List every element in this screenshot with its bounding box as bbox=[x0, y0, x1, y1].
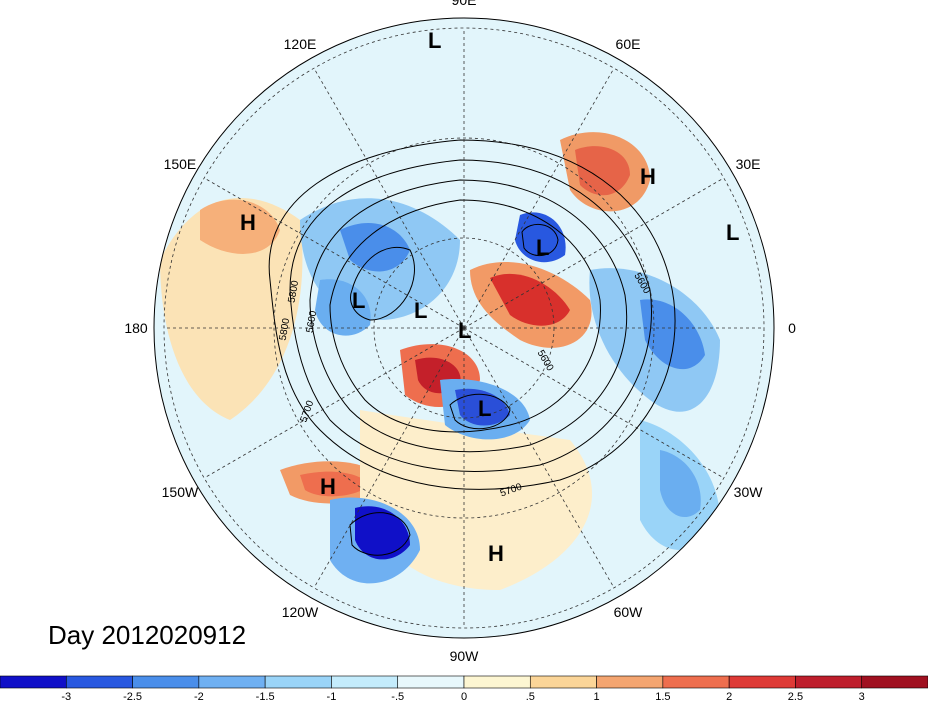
contour-pacific-low bbox=[349, 512, 411, 556]
colorbar-tick-label: .5 bbox=[526, 691, 535, 702]
map-boundary bbox=[153, 17, 775, 639]
anomaly-cold-pacific-core bbox=[355, 506, 410, 560]
colorbar-box bbox=[264, 675, 332, 689]
meridian-line bbox=[203, 327, 465, 479]
anomaly-cold-east-siberia bbox=[315, 279, 371, 336]
colorbar-box bbox=[331, 675, 399, 689]
anomaly-warm-np-core bbox=[300, 471, 370, 497]
colorbar: -3 -2.5 -2 -1.5 -1 -.5 0 .5 1 1.5 2 2.5 3 bbox=[0, 675, 928, 702]
low-marker: L bbox=[726, 220, 739, 245]
anomaly-cold-barents bbox=[515, 212, 566, 263]
anomaly-cold-siberia-core bbox=[340, 222, 410, 272]
colorbar-box bbox=[795, 675, 863, 689]
anomaly-warm-pacific bbox=[160, 197, 303, 420]
colorbar-tick-label: 2.5 bbox=[788, 691, 803, 702]
low-marker: L bbox=[428, 28, 441, 53]
meridian-line bbox=[313, 327, 465, 589]
colorbar-tick-label: -2.5 bbox=[123, 691, 142, 702]
polar-stereographic-map: 90E 60E 30E 0 30W 60W 90W 120W 150W 180 150E 120E L… bbox=[124, 0, 796, 664]
colorbar-box bbox=[728, 675, 796, 689]
colorbar-ticks: -3 -2.5 -2 -1.5 -1 -.5 0 .5 1 1.5 2 2.5 3 bbox=[61, 691, 864, 702]
low-marker: L bbox=[458, 318, 471, 343]
meridian-line bbox=[463, 327, 725, 479]
colorbar-tick-label: 2 bbox=[726, 691, 732, 702]
meridian-line bbox=[463, 177, 725, 329]
meridian-line bbox=[313, 67, 465, 329]
meridian-line bbox=[463, 67, 615, 329]
colorbar-tick-label: -1 bbox=[327, 691, 337, 702]
high-marker: H bbox=[240, 210, 256, 235]
low-marker: L bbox=[536, 235, 549, 260]
contour-label: 5800 bbox=[278, 317, 293, 341]
colorbar-tick-label: -2 bbox=[194, 691, 204, 702]
meridians bbox=[164, 28, 764, 628]
colorbar-tick-label: -3 bbox=[61, 691, 71, 702]
colorbar-box bbox=[132, 675, 200, 689]
colorbar-box bbox=[463, 675, 531, 689]
longitude-label: 30E bbox=[736, 156, 761, 172]
longitude-label: 120E bbox=[284, 36, 317, 52]
low-marker: L bbox=[352, 288, 365, 313]
latitude-circle-30 bbox=[163, 27, 765, 629]
colorbar-box bbox=[662, 675, 730, 689]
anomaly-warm-arctic-core bbox=[490, 273, 570, 326]
colorbar-box bbox=[198, 675, 266, 689]
low-marker: L bbox=[478, 396, 491, 421]
contour-siberia-low bbox=[350, 246, 415, 321]
colorbar-box bbox=[596, 675, 664, 689]
colorbar-tick-label: -1.5 bbox=[256, 691, 275, 702]
longitude-label: 90E bbox=[452, 0, 477, 8]
map-title: Day 2012020912 bbox=[48, 620, 247, 650]
longitude-labels: 90E 60E 30E 0 30W 60W 90W 120W 150W 180 150E 120E bbox=[124, 0, 796, 664]
contour-barents-low bbox=[521, 224, 559, 256]
colorbar-tick-label: 1.5 bbox=[655, 691, 670, 702]
longitude-label: 60E bbox=[616, 36, 641, 52]
anomaly-cold-europe-core bbox=[640, 299, 705, 370]
high-marker: H bbox=[320, 474, 336, 499]
graticule bbox=[163, 27, 765, 629]
meridian-line bbox=[463, 327, 615, 589]
contour-outer bbox=[268, 139, 676, 490]
anomaly-warm-pacific-core bbox=[200, 199, 280, 254]
high-marker: H bbox=[640, 164, 656, 189]
colorbar-tick-label: -.5 bbox=[391, 691, 404, 702]
colorbar-boxes bbox=[0, 675, 928, 689]
contour-4 bbox=[329, 199, 601, 433]
contour-hudson-low bbox=[449, 393, 511, 430]
colorbar-box bbox=[397, 675, 465, 689]
low-marker: L bbox=[414, 298, 427, 323]
colorbar-tick-label: 0 bbox=[461, 691, 467, 702]
colorbar-tick-label: 1 bbox=[594, 691, 600, 702]
height-contours bbox=[268, 139, 676, 556]
longitude-label: 150E bbox=[164, 156, 197, 172]
longitude-label: 30W bbox=[734, 484, 764, 500]
pressure-systems: L L L L L L L H H H H bbox=[240, 28, 739, 566]
contour-2 bbox=[289, 159, 652, 472]
colorbar-box bbox=[0, 675, 67, 689]
colorbar-box bbox=[65, 675, 133, 689]
colorbar-tick-label: 3 bbox=[859, 691, 865, 702]
meridian-line bbox=[203, 177, 465, 329]
high-marker: H bbox=[488, 541, 504, 566]
longitude-label: 150W bbox=[162, 484, 199, 500]
longitude-label: 0 bbox=[788, 320, 796, 336]
longitude-label: 120W bbox=[282, 604, 319, 620]
colorbar-box bbox=[529, 675, 597, 689]
longitude-label: 180 bbox=[124, 320, 148, 336]
latitude-circle-50 bbox=[273, 137, 655, 519]
colorbar-box bbox=[861, 675, 928, 689]
anomaly-cold-atlantic-core bbox=[660, 450, 701, 518]
contour-label: 5800 bbox=[287, 279, 302, 303]
longitude-label: 60W bbox=[614, 604, 644, 620]
longitude-label: 90W bbox=[450, 648, 480, 664]
contour-3 bbox=[309, 179, 628, 453]
anomaly-warm-ural-core bbox=[575, 146, 630, 196]
contour-label: 5600 bbox=[305, 310, 320, 334]
